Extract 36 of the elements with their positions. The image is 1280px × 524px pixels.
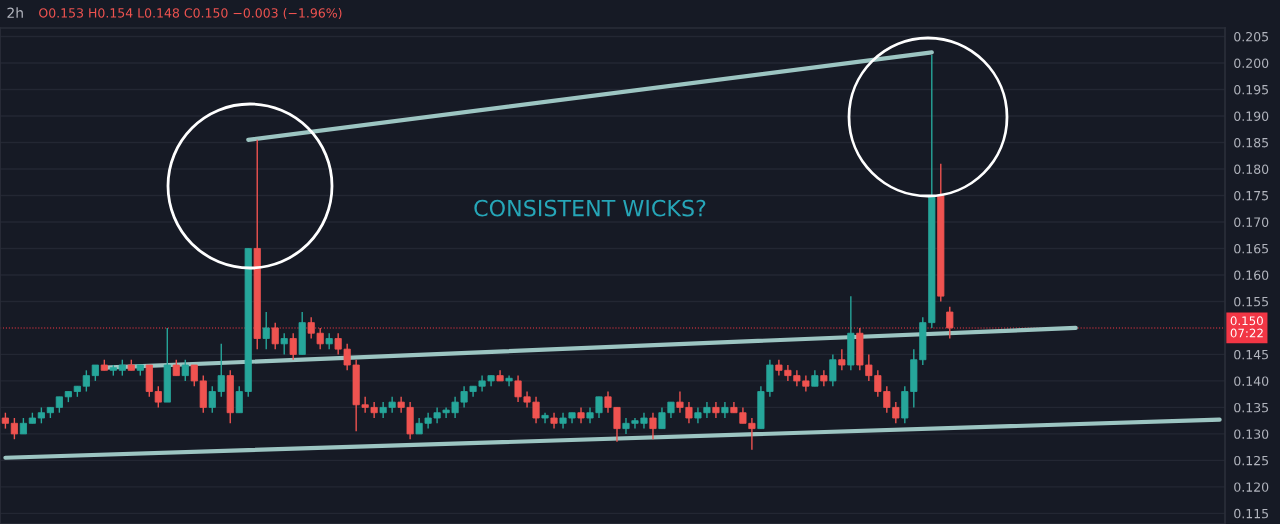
- candlestick: [10, 417, 18, 440]
- annotation: CONSISTENT WICKS?: [474, 199, 706, 217]
- candlestick: [289, 332, 297, 361]
- candlestick: [649, 412, 657, 440]
- text: O0.153 H0.154 L0.148 C0.150 −0.003 (−1.96%): [39, 7, 342, 20]
- y-tick-label: 0.140: [1234, 376, 1269, 386]
- candlestick: [262, 311, 270, 350]
- y-tick-label: 0.165: [1234, 243, 1269, 254]
- y-tick-label: 0.185: [1234, 137, 1269, 148]
- y-tick-label: 0.200: [1234, 58, 1269, 68]
- candlestick: [838, 348, 846, 372]
- y-tick-label: 0.155: [1234, 296, 1269, 307]
- candlestick: [712, 401, 720, 419]
- y-tick-label: 0.170: [1234, 217, 1269, 227]
- y-tick-label: 0.175: [1234, 190, 1269, 201]
- candlestick: [721, 401, 729, 419]
- y-tick-label: 0.125: [1234, 455, 1269, 466]
- y-tick-label: 0.195: [1234, 84, 1269, 95]
- y-tick-label: 0.135: [1234, 402, 1269, 413]
- y-tick-label: 0.115: [1234, 508, 1269, 519]
- y-tick-label: 0.120: [1234, 482, 1269, 492]
- y-tick-label: 0.190: [1234, 111, 1269, 121]
- y-tick-label: 0.180: [1234, 164, 1269, 174]
- y-tick-label: 0.160: [1234, 270, 1269, 280]
- y-tick-label: 0.205: [1234, 31, 1269, 42]
- candlestick: [946, 306, 954, 340]
- candlestick: [325, 332, 333, 350]
- y-tick-label: 0.145: [1234, 349, 1269, 360]
- candlestick: [82, 369, 90, 393]
- candlestick: [829, 353, 837, 387]
- candlestick: [271, 321, 279, 350]
- candlestick: [181, 359, 189, 382]
- ref-line-label: 0.150 07:22: [1230, 316, 1263, 338]
- chart-title: 2h: [7, 7, 23, 18]
- candlestick: [280, 332, 288, 356]
- y-tick-label: 0.130: [1234, 429, 1269, 439]
